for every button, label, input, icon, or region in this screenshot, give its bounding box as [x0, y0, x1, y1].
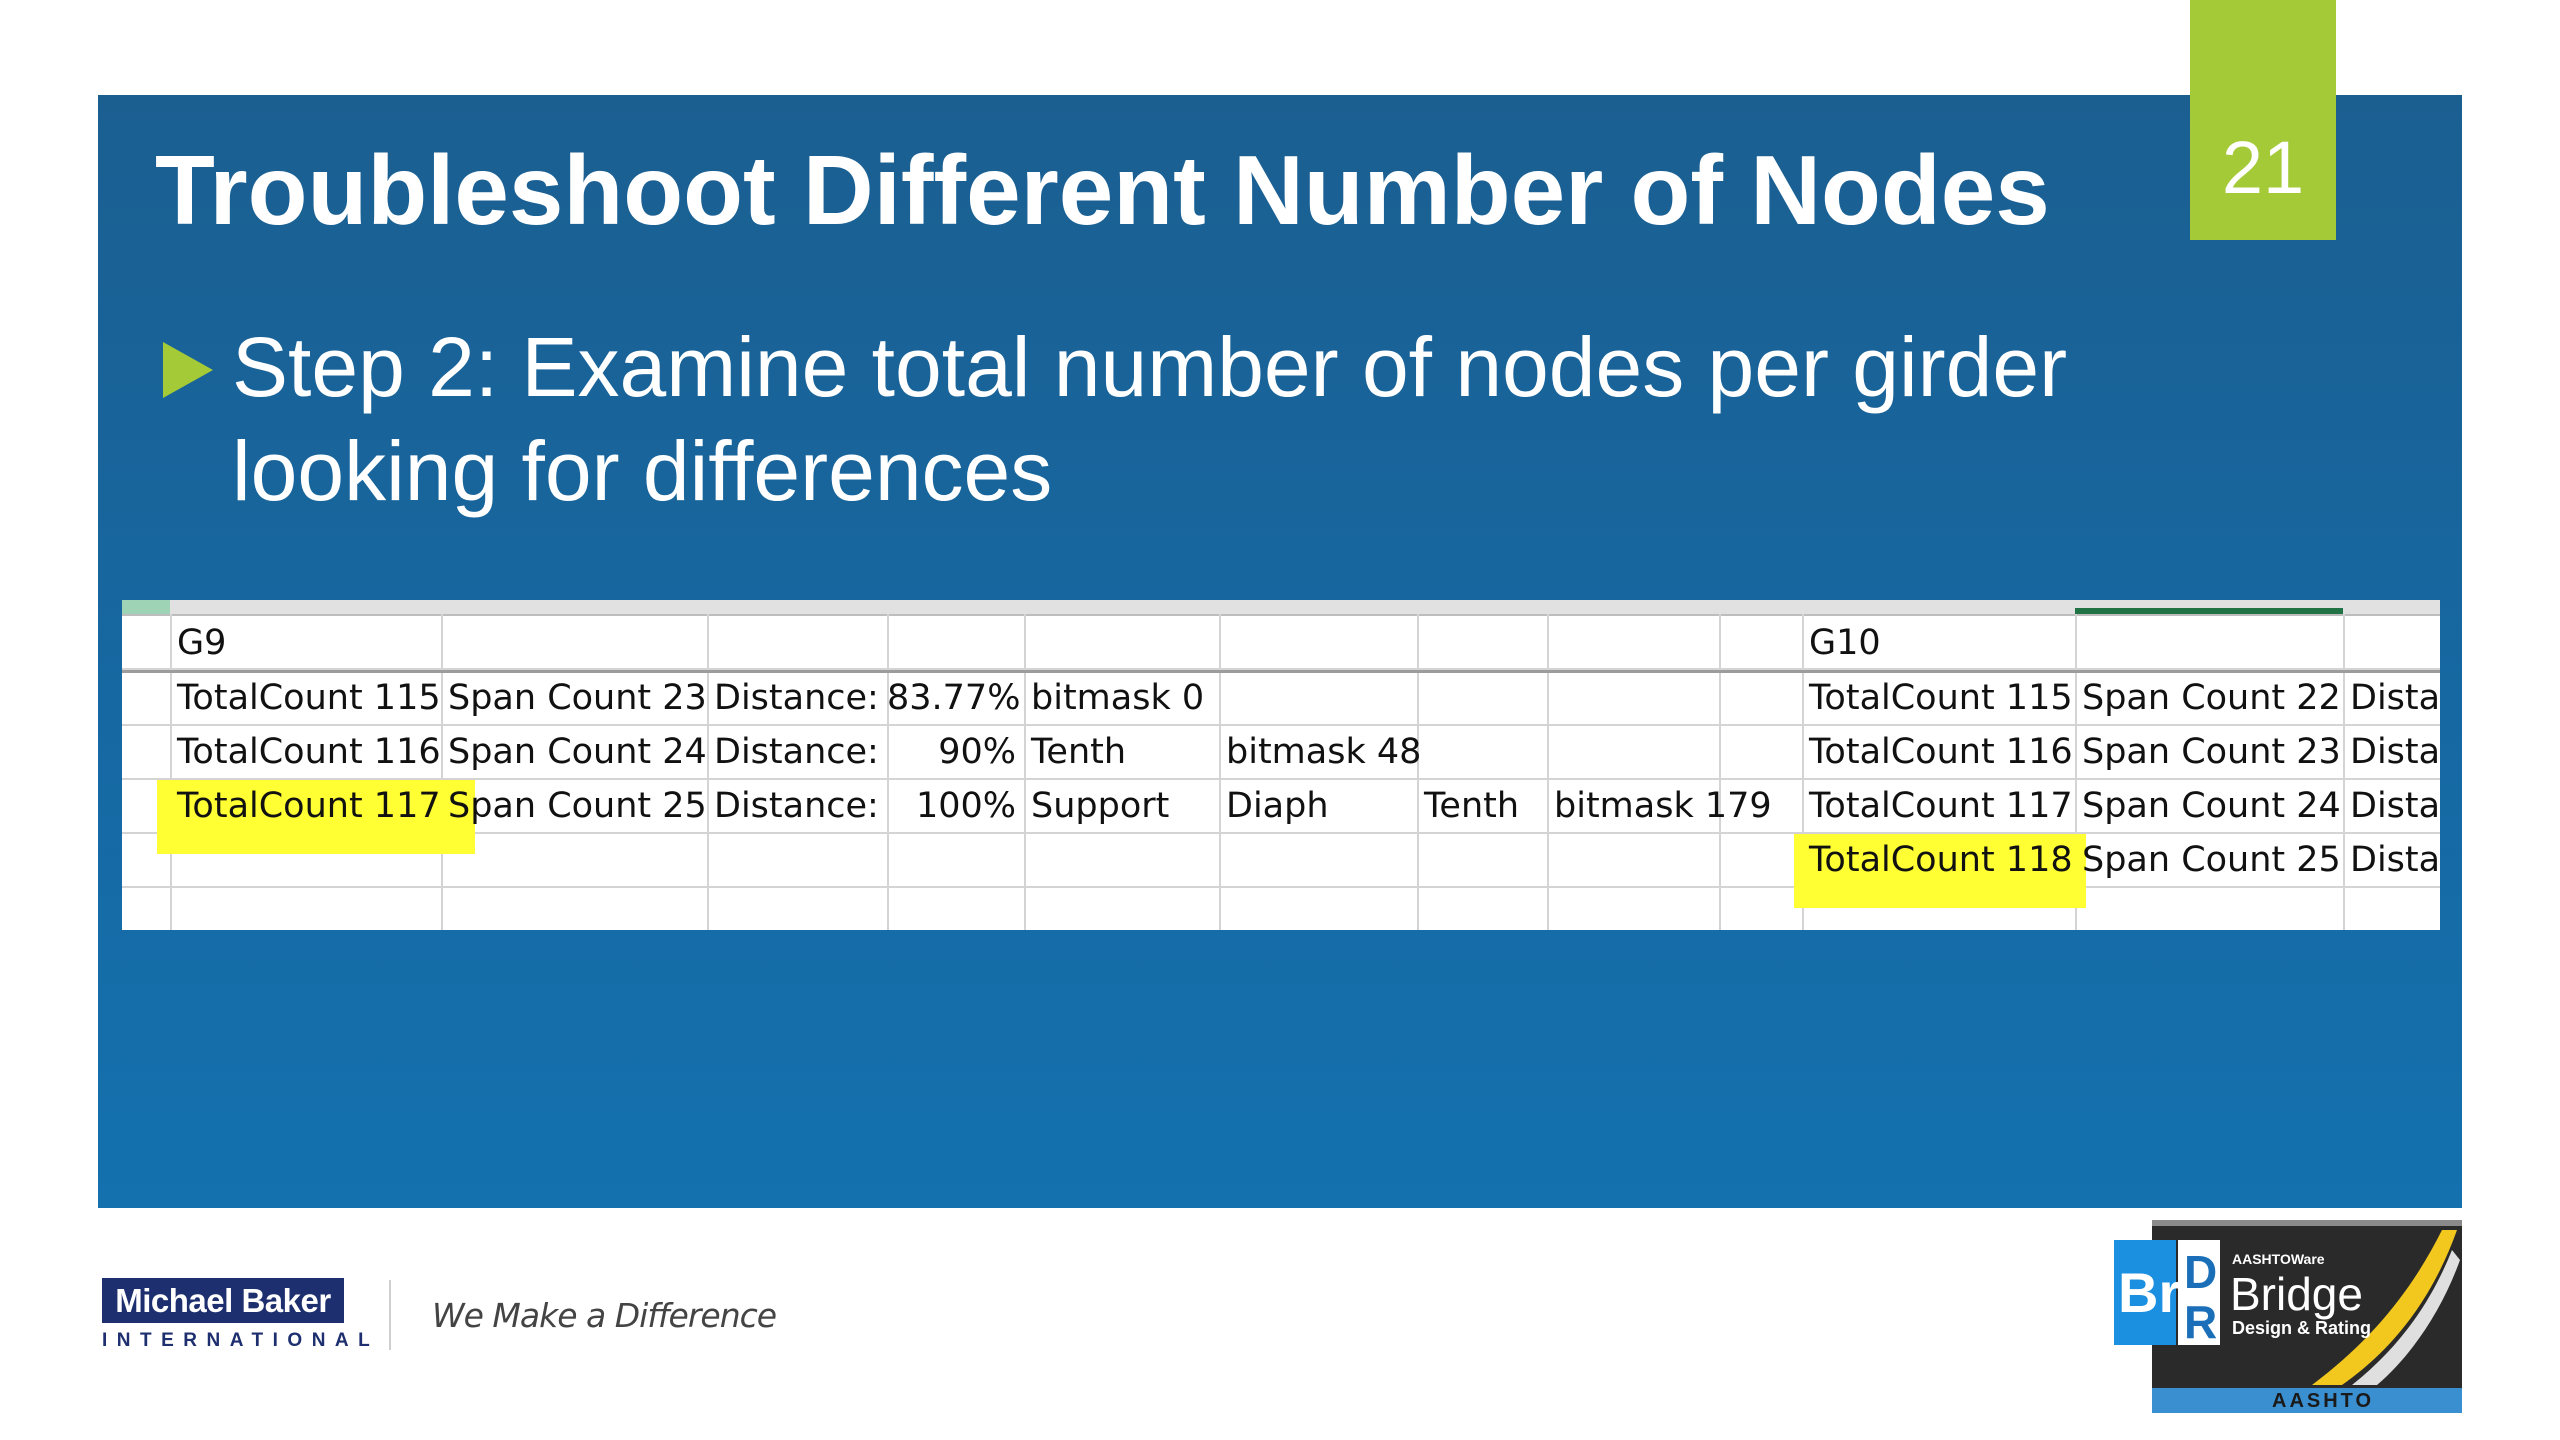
highlight-marker: [157, 780, 475, 854]
gridline: [122, 886, 2440, 888]
slide-title: Troubleshoot Different Number of Nodes: [155, 135, 2050, 245]
footer-divider: [389, 1280, 391, 1350]
gridline: [170, 614, 172, 930]
gridline: [122, 832, 2440, 834]
bullet-line-2: looking for differences: [232, 424, 1053, 518]
spreadsheet-screenshot: G9 G10 TotalCount 115 Span Count 23 Dist…: [122, 600, 2440, 930]
cell-spancount: Span Count 22: [2082, 678, 2341, 718]
gridline: [122, 778, 2440, 780]
cell-distance-value: 100%: [915, 786, 1016, 826]
aashto-text: AASHTO: [2272, 1390, 2374, 1412]
cell-totalcount: TotalCount 115: [177, 678, 441, 718]
cell-type: Diaph: [1226, 786, 1329, 826]
cell-spancount: Span Count 25: [448, 786, 707, 826]
cell-distance-label: Distance:: [714, 786, 879, 826]
cell-spancount: Span Count 23: [2082, 732, 2341, 772]
bridge-text: Bridge: [2230, 1268, 2363, 1320]
gridline: [887, 614, 889, 930]
bullet-text: Step 2: Examine total number of nodes pe…: [232, 315, 2332, 523]
highlight-marker: [1794, 834, 2086, 908]
cell-totalcount-highlighted: TotalCount 117: [177, 786, 441, 826]
logo-footer-band: [2152, 1388, 2462, 1413]
cell-type: Tenth: [1031, 732, 1127, 772]
gridline: [707, 614, 709, 930]
cell-distance-label: Distance:: [714, 678, 879, 718]
slide-number-badge: 21: [2190, 0, 2336, 240]
gridline: [1219, 614, 1221, 930]
br-letters: Br: [2118, 1261, 2180, 1324]
bullet-line-1: Step 2: Examine total number of nodes pe…: [232, 320, 2068, 414]
cell-totalcount: TotalCount 115: [1809, 678, 2073, 718]
cell-distance-label: Distance:: [714, 732, 879, 772]
gridline: [122, 668, 2440, 670]
cell-bitmask: bitmask 48: [1226, 732, 1422, 772]
cell-totalcount: TotalCount 117: [1809, 786, 2073, 826]
br-tile: [2114, 1240, 2176, 1345]
cell-g10-label: G10: [1809, 623, 1881, 663]
cell-distance-truncated: Dista: [2350, 732, 2440, 772]
dr-tile: [2178, 1240, 2220, 1345]
gridline: [441, 614, 443, 930]
cell-totalcount: TotalCount 116: [1809, 732, 2073, 772]
michael-baker-logo-subtitle: INTERNATIONAL: [102, 1330, 380, 1351]
gridline: [2075, 614, 2077, 930]
road-stripe: [2312, 1230, 2457, 1385]
cell-distance-truncated: Dista: [2350, 678, 2440, 718]
logo-top-bevel: [2152, 1220, 2462, 1226]
cell-type: Support: [1031, 786, 1170, 826]
road-stripe: [2352, 1250, 2460, 1385]
cell-distance-value: 83.77%: [887, 678, 1021, 718]
michael-baker-logo: Michael Baker: [102, 1278, 344, 1323]
gridline: [1802, 614, 1804, 930]
gridline: [1547, 614, 1549, 930]
cell-type: Tenth: [1424, 786, 1520, 826]
r-letter: R: [2184, 1296, 2217, 1348]
d-letter: D: [2184, 1246, 2217, 1298]
column-header-bar: [122, 600, 2440, 616]
slide-number: 21: [2221, 126, 2305, 209]
cell-g9-label: G9: [177, 623, 227, 663]
cell-spancount: Span Count 25: [2082, 840, 2341, 880]
gridline: [1417, 614, 1419, 930]
cell-distance-truncated: Dista: [2350, 786, 2440, 826]
brdr-logo-icon: Br D R AASHTOWare Bridge Design & Rating…: [2114, 1220, 2462, 1413]
cell-totalcount-highlighted: TotalCount 118: [1809, 840, 2073, 880]
gridline: [1719, 614, 1721, 930]
gridline: [2343, 614, 2345, 930]
company-tagline: We Make a Difference: [432, 1296, 777, 1335]
cell-distance-truncated: Dista: [2350, 840, 2440, 880]
cell-spancount: Span Count 24: [2082, 786, 2341, 826]
cell-spancount: Span Count 24: [448, 732, 707, 772]
cell-distance-value: 90%: [938, 732, 1016, 772]
selected-column-indicator: [2075, 608, 2343, 614]
select-all-corner: [122, 600, 170, 614]
bullet-arrow-icon: [163, 342, 213, 398]
cell-type: bitmask 0: [1031, 678, 1205, 718]
cell-spancount: Span Count 23: [448, 678, 707, 718]
gridline: [122, 724, 2440, 726]
design-rating-text: Design & Rating: [2232, 1318, 2371, 1338]
cell-bitmask: bitmask 179: [1554, 786, 1772, 826]
gridline: [122, 670, 2440, 673]
gridline: [1024, 614, 1026, 930]
aashtoware-text: AASHTOWare: [2232, 1251, 2325, 1267]
cell-totalcount: TotalCount 116: [177, 732, 441, 772]
